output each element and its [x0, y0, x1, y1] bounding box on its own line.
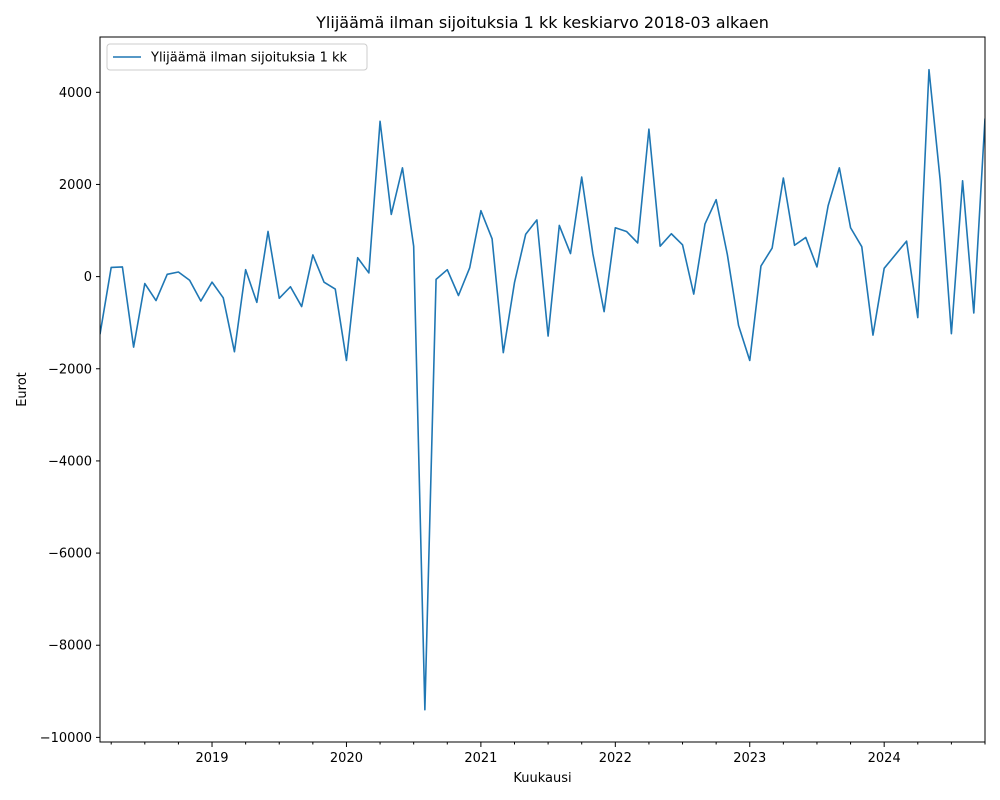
plot-area [100, 68, 985, 711]
x-tick-label: 2022 [599, 751, 632, 766]
y-tick-label: 2000 [59, 178, 92, 193]
x-tick-label: 2023 [733, 751, 766, 766]
y-axis-label: Eurot [15, 372, 30, 407]
x-tick-label: 2019 [195, 751, 228, 766]
y-tick-label: −2000 [48, 362, 92, 377]
legend-box [106, 43, 368, 71]
legend: Ylijäämä ilman sijoituksia 1 kk [106, 43, 368, 71]
y-tick-label: 4000 [59, 86, 92, 101]
x-tick-label: 2021 [464, 751, 497, 766]
y-tick-label: −8000 [48, 639, 92, 654]
y-tick-label: −4000 [48, 454, 92, 469]
x-axis-label: Kuukausi [513, 771, 571, 786]
y-tick-label: 0 [84, 270, 92, 285]
plot-frame [99, 36, 986, 743]
y-tick-label: −6000 [48, 547, 92, 562]
y-tick-label: −10000 [40, 731, 92, 746]
x-tick-label: 2024 [868, 751, 901, 766]
y-axis: −10000 −8000 −6000 −4000 −2000 0 2000 4000 [40, 86, 100, 746]
x-axis: 2019 2020 2021 2022 2023 2024 [110, 742, 986, 766]
series-line-0 [100, 68, 985, 711]
chart-title: Ylijäämä ilman sijoituksia 1 kk keskiarv… [315, 13, 769, 32]
legend-label: Ylijäämä ilman sijoituksia 1 kk [150, 51, 348, 66]
x-tick-label: 2020 [330, 751, 363, 766]
